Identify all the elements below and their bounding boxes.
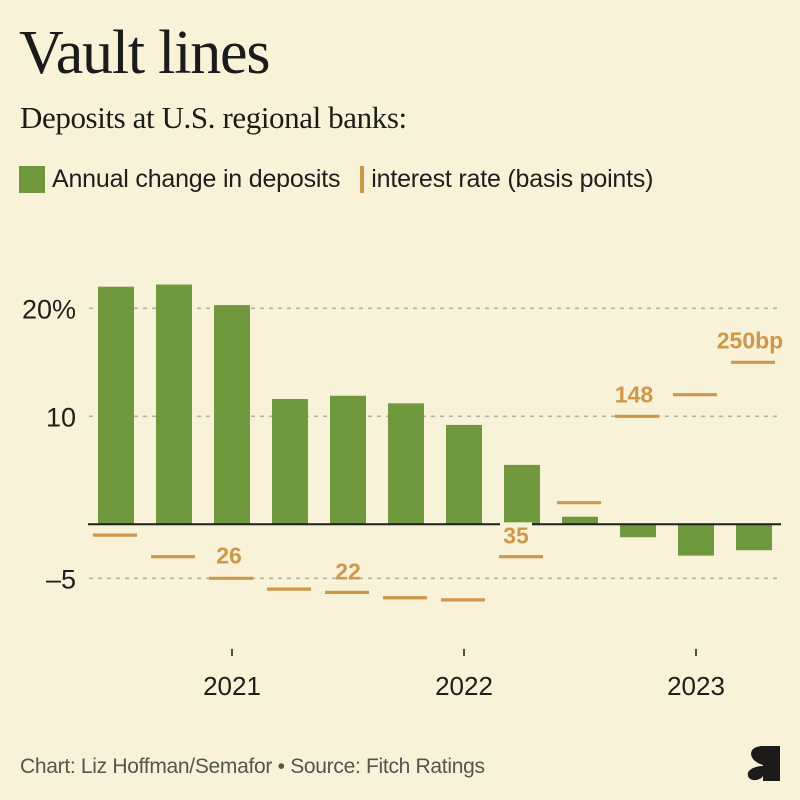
y-tick-label: –5 bbox=[46, 564, 76, 594]
bar-deposits bbox=[98, 286, 134, 525]
rate-label: 35 bbox=[503, 522, 529, 548]
bar-deposits bbox=[272, 399, 308, 525]
rate-label: 22 bbox=[335, 558, 361, 584]
bar-deposits bbox=[620, 524, 656, 538]
bar-deposits bbox=[446, 424, 482, 525]
legend-label-rate: interest rate (basis points) bbox=[371, 164, 654, 193]
chart-credit: Chart: Liz Hoffman/Semafor • Source: Fit… bbox=[20, 755, 485, 778]
bar-deposits bbox=[388, 403, 424, 525]
semafor-logo-icon bbox=[747, 746, 780, 781]
rate-label: 26 bbox=[216, 542, 242, 568]
x-tick-label: 2021 bbox=[203, 671, 261, 701]
chart-subtitle: Deposits at U.S. regional banks: bbox=[20, 100, 407, 135]
legend-label-deposits: Annual change in deposits bbox=[52, 164, 341, 193]
y-tick-label: 20% bbox=[22, 294, 76, 324]
x-tick-label: 2022 bbox=[435, 671, 493, 701]
bar-deposits bbox=[678, 524, 714, 556]
label-halo bbox=[500, 522, 532, 547]
bar-deposits bbox=[214, 305, 250, 525]
y-tick-label: 10 bbox=[46, 402, 76, 432]
bar-deposits bbox=[156, 284, 192, 525]
chart-title: Vault lines bbox=[19, 19, 270, 87]
x-tick-label: 2023 bbox=[667, 671, 725, 701]
rate-label: 148 bbox=[615, 381, 654, 407]
legend-swatch-rate bbox=[360, 165, 365, 193]
legend: Annual change in deposits interest rate … bbox=[19, 163, 654, 195]
legend-swatch-deposits bbox=[19, 165, 45, 193]
bar-deposits bbox=[504, 464, 540, 525]
bar-deposits bbox=[736, 524, 772, 551]
bar-deposits bbox=[330, 395, 366, 525]
bar-deposits bbox=[562, 516, 598, 525]
rate-label: 250bp bbox=[717, 327, 783, 353]
